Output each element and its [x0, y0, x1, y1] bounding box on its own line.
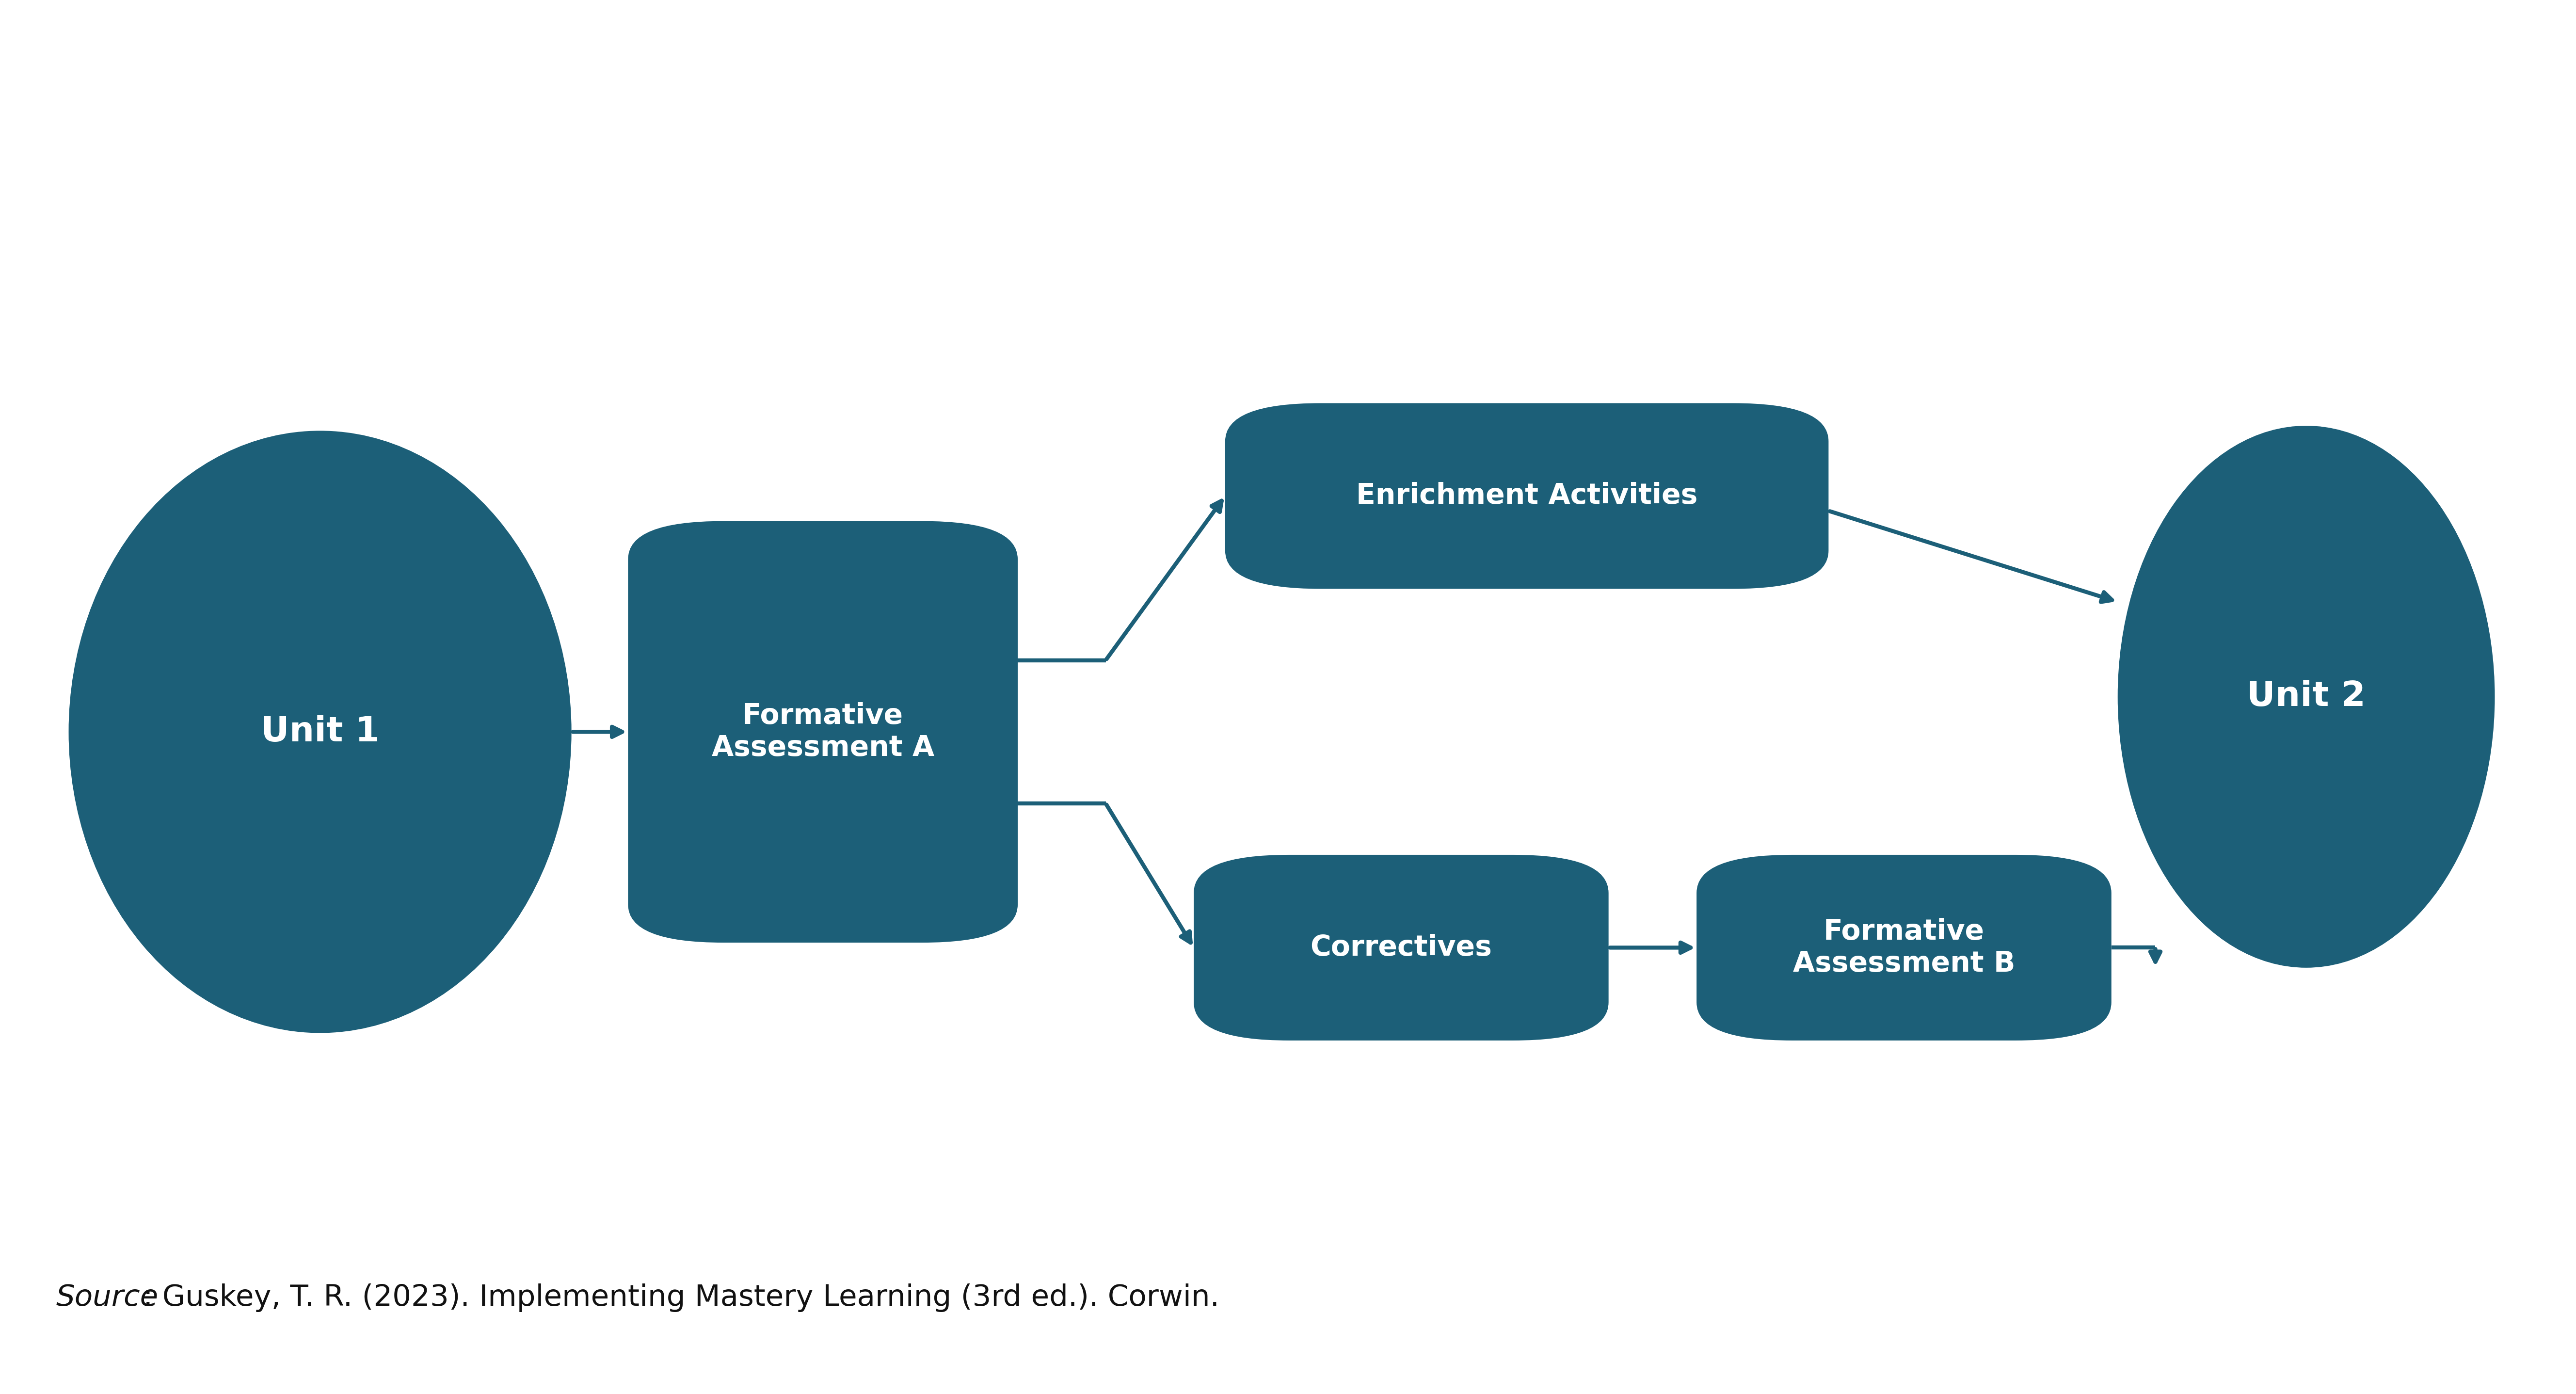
FancyBboxPatch shape: [1698, 855, 2112, 1040]
Text: : Guskey, T. R. (2023). Implementing Mastery Learning (3rd ed.). Corwin.: : Guskey, T. R. (2023). Implementing Mas…: [144, 1284, 1218, 1312]
Text: Enrichment Activities: Enrichment Activities: [1355, 482, 1698, 510]
FancyBboxPatch shape: [1226, 403, 1829, 588]
Text: Formative
Assessment B: Formative Assessment B: [1793, 917, 2014, 977]
FancyBboxPatch shape: [1193, 855, 1607, 1040]
Text: Source: Source: [57, 1284, 160, 1312]
Ellipse shape: [70, 431, 572, 1033]
Text: Source: Guskey, T. R. (2023). Implementing Mastery Learning (3rd ed.). Corwin.: Source: Guskey, T. R. (2023). Implementi…: [57, 1284, 1234, 1312]
Ellipse shape: [2117, 425, 2494, 967]
FancyBboxPatch shape: [629, 521, 1018, 942]
Text: Unit 1: Unit 1: [260, 715, 379, 749]
Text: Formative
Assessment A: Formative Assessment A: [711, 703, 935, 761]
Text: Unit 2: Unit 2: [2246, 680, 2365, 714]
Text: Correctives: Correctives: [1311, 934, 1492, 962]
Text: FIGURE 1. Flow Chart Showing the Mastery Learning Instructional Process: FIGURE 1. Flow Chart Showing the Mastery…: [57, 95, 1806, 135]
